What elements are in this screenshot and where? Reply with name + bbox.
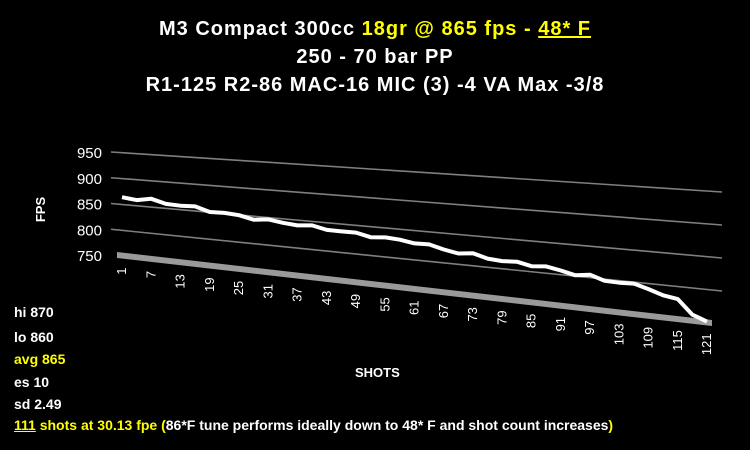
x-tick-115: 115 — [670, 330, 685, 351]
x-tick-79: 79 — [494, 310, 509, 324]
chart-title-line-2: 250 - 70 bar PP — [296, 46, 454, 68]
x-tick-91: 91 — [553, 317, 568, 331]
stat-sd: sd 2.49 — [14, 396, 62, 412]
y-tick-950: 950 — [77, 145, 102, 162]
title-rifle: M3 Compact 300cc — [158, 18, 362, 40]
title-dash: - — [517, 18, 539, 40]
x-tick-85: 85 — [524, 314, 539, 328]
footer-energy: shots at 30.13 fpe ( — [35, 417, 166, 433]
gridline-950 — [110, 151, 723, 193]
x-tick-67: 67 — [436, 304, 451, 318]
stat-hi: hi 870 — [14, 304, 54, 320]
x-tick-31: 31 — [260, 284, 275, 298]
x-tick-55: 55 — [377, 297, 392, 311]
stat-es: es 10 — [14, 374, 50, 390]
gridline-800 — [110, 228, 723, 292]
stat-lo: lo 860 — [14, 329, 54, 345]
x-tick-19: 19 — [202, 277, 217, 291]
footer-close: ) — [608, 417, 614, 433]
x-tick-103: 103 — [611, 324, 626, 346]
x-tick-43: 43 — [319, 291, 334, 305]
x-axis-label: SHOTS — [355, 365, 400, 380]
title-temperature: 48* F — [538, 18, 592, 40]
x-tick-49: 49 — [348, 294, 363, 308]
chart-title-line-3: R1-125 R2-86 MAC-16 MIC (3) -4 VA Max -3… — [145, 74, 605, 96]
x-tick-109: 109 — [641, 327, 656, 349]
x-tick-1: 1 — [114, 268, 129, 275]
title-pellet-speed: 18gr @ 865 fps — [361, 18, 518, 40]
x-tick-61: 61 — [407, 301, 422, 315]
fps-series-line — [121, 195, 708, 324]
gridline-850 — [110, 202, 723, 259]
x-tick-25: 25 — [231, 281, 246, 295]
footer-note: 86*F tune performs ideally down to 48* F… — [165, 417, 609, 433]
x-tick-37: 37 — [290, 287, 305, 301]
footer-summary: 111 shots at 30.13 fpe (86*F tune perfor… — [14, 417, 613, 433]
stat-avg: avg 865 — [14, 351, 66, 367]
gridline-900 — [110, 176, 723, 226]
y-axis-label: FPS — [33, 196, 49, 223]
x-tick-73: 73 — [465, 307, 480, 321]
x-tick-121: 121 — [699, 333, 714, 355]
chart-title-line-1: M3 Compact 300cc 18gr @ 865 fps - 48* F — [0, 18, 750, 41]
y-tick-750: 750 — [77, 248, 102, 265]
x-tick-13: 13 — [173, 274, 188, 288]
y-tick-800: 800 — [77, 222, 102, 239]
y-tick-900: 900 — [77, 171, 102, 188]
chart-floor — [117, 252, 712, 326]
x-tick-97: 97 — [582, 320, 597, 334]
y-tick-850: 850 — [77, 197, 102, 214]
shot-count: 111 — [14, 417, 36, 433]
x-tick-7: 7 — [143, 271, 158, 278]
